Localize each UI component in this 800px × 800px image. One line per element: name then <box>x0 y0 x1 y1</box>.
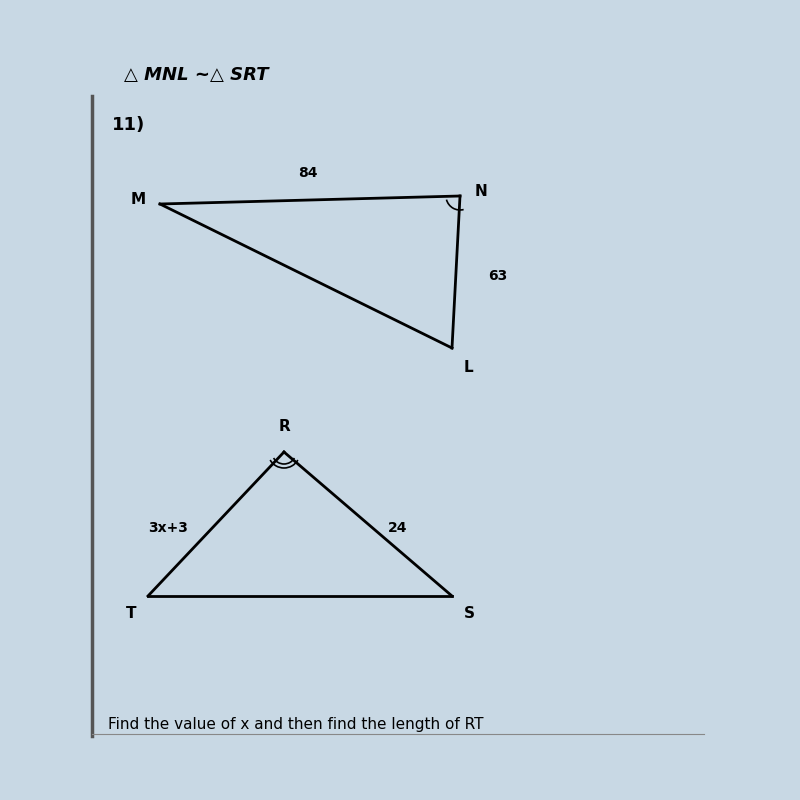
Text: T: T <box>126 606 136 621</box>
Text: 84: 84 <box>298 166 318 180</box>
Text: S: S <box>464 606 475 621</box>
Text: 63: 63 <box>488 269 507 283</box>
Text: Find the value of x and then find the length of RT: Find the value of x and then find the le… <box>108 717 483 731</box>
Text: 24: 24 <box>388 521 407 535</box>
Text: L: L <box>464 360 474 375</box>
Text: 11): 11) <box>112 116 146 134</box>
Text: N: N <box>474 185 487 199</box>
Text: M: M <box>130 193 146 207</box>
Text: R: R <box>278 419 290 434</box>
Text: △ MNL ~△ SRT: △ MNL ~△ SRT <box>124 66 269 84</box>
Text: 3x+3: 3x+3 <box>148 521 188 535</box>
